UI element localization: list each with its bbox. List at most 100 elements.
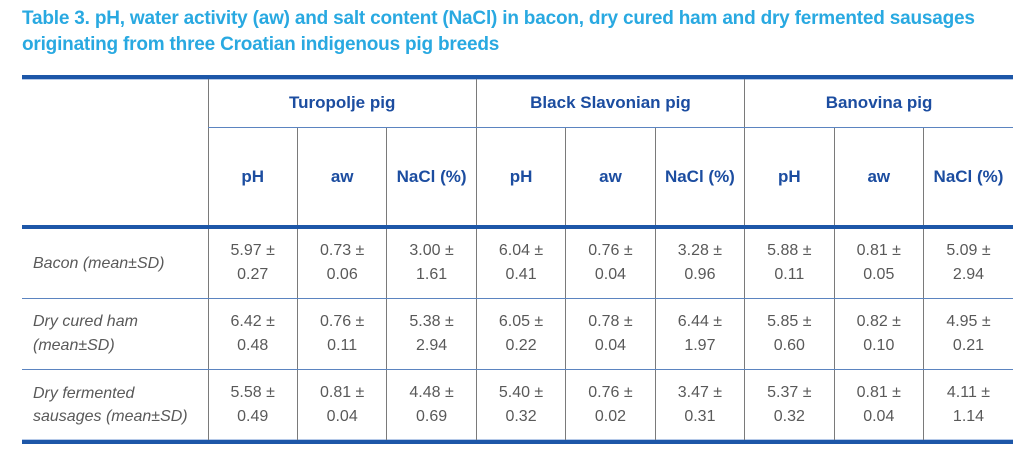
mean-line: 0.78 ±	[588, 312, 633, 330]
mean-line: 6.44 ±	[677, 312, 723, 330]
sd-line: 0.21	[952, 336, 985, 354]
value-cell: 4.11 ± 1.14	[923, 369, 1013, 440]
measure-header: NaCl (%)	[923, 127, 1013, 229]
mean-line: 0.82 ±	[856, 312, 901, 330]
measure-header: aw	[565, 127, 656, 229]
row-label: Dry cured ham (mean±SD)	[22, 298, 208, 370]
value-cell: 6.42 ± 0.48	[207, 298, 298, 370]
value-cell: 5.40 ± 0.32	[475, 369, 566, 440]
breed-group-header: Banovina pig	[744, 79, 1013, 128]
value-cell: 0.81 ± 0.04	[296, 369, 387, 440]
value-cell: 4.95 ± 0.21	[923, 298, 1013, 370]
table-row: Dry cured ham (mean±SD) 6.42 ±0.48 0.76 ±0…	[22, 298, 1013, 370]
value-cell: 0.76 ± 0.04	[565, 227, 656, 299]
value-cell: 5.88 ± 0.11	[744, 227, 835, 299]
sd-line: 0.06	[326, 266, 358, 284]
sd-line: 0.10	[863, 336, 895, 354]
table-body: Bacon (mean±SD) 5.97 ± 0.27 0.73 ± 0.06 3.00 …	[22, 227, 1013, 440]
sd-line: 1.97	[684, 336, 716, 354]
row-label: Dry fermented sausages (mean±SD)	[33, 384, 188, 425]
mean-line: 0.81 ±	[856, 242, 901, 260]
sd-line: 0.11	[327, 336, 358, 354]
value-cell: 5.97 ± 0.27	[207, 227, 298, 299]
mean-line: 0.76 ±	[588, 242, 633, 260]
table-row: Bacon (mean±SD) 5.97 ± 0.27 0.73 ± 0.06 3.00 …	[22, 227, 1013, 299]
sd-line: 0.05	[863, 266, 895, 284]
value-cell: 3.28 ± 0.96	[654, 227, 745, 299]
mean-line: 5.88 ±	[767, 242, 812, 260]
mean-line: 5.97 ±	[230, 242, 275, 260]
sd-line: 0.22	[505, 336, 537, 354]
sd-line: 0.60	[773, 336, 805, 354]
mean-line: 3.00 ±	[409, 242, 454, 260]
value-cell: 5.37 ± 0.32	[744, 369, 835, 440]
value-cell: 0.76 ± 0.11	[296, 298, 387, 370]
sd-line: 0.02	[594, 407, 627, 425]
measure-header: aw	[296, 127, 387, 229]
measure-header: pH	[475, 127, 566, 229]
value-cell: 5.38 ± 2.94	[386, 298, 477, 370]
sd-line: 0.96	[684, 266, 716, 284]
value-cell: 6.44 ± 1.97	[654, 298, 745, 370]
value-cell: 0.78 ± 0.04	[565, 298, 656, 370]
mean-line: 3.28 ±	[677, 242, 723, 260]
sd-line: 2.94	[952, 266, 985, 284]
table-caption: Table 3. pH, water activity (aw) and sal…	[22, 8, 975, 56]
table-header: Turopolje pig Black Slavonian pig Banovina…	[22, 79, 1013, 229]
value-cell: 3.00 ± 1.61	[386, 227, 477, 299]
measure-header-row: pH aw NaCl (%) pH aw NaCl (%) pH aw NaCl (%)	[22, 127, 1013, 229]
value-cell: 5.09 ± 2.94	[923, 227, 1013, 299]
data-table: Turopolje pig Black Slavonian pig Banovina…	[22, 79, 1013, 440]
mean-line: 6.42 ±	[230, 312, 275, 330]
sd-line: 0.04	[863, 407, 895, 425]
data-table-wrap: Turopolje pig Black Slavonian pig Banovina…	[22, 75, 1013, 444]
sd-line: 0.69	[416, 407, 448, 425]
corner-cell	[22, 79, 208, 128]
measure-header: pH	[207, 127, 298, 229]
row-label: Bacon (mean±SD)	[22, 227, 208, 299]
breed-group-header: Turopolje pig	[207, 79, 477, 128]
mean-line: 4.48 ±	[409, 383, 454, 401]
mean-line: 0.76 ±	[588, 383, 633, 401]
sd-line: 0.32	[773, 407, 805, 425]
mean-line: 6.05 ±	[498, 312, 544, 330]
value-cell: 6.05 ± 0.22	[475, 298, 566, 370]
measure-header: aw	[833, 127, 924, 229]
mean-line: 5.40 ±	[498, 383, 544, 401]
mean-line: 0.76 ±	[319, 312, 365, 330]
sd-line: 0.41	[505, 266, 537, 284]
breed-header-row: Turopolje pig Black Slavonian pig Banovina…	[22, 79, 1013, 128]
measure-header: NaCl (%)	[654, 127, 745, 229]
value-cell: 0.73 ± 0.06	[296, 227, 387, 299]
value-cell: 0.81 ± 0.05	[833, 227, 924, 299]
value-cell: 4.48 ± 0.69	[386, 369, 477, 440]
mean-line: 0.81 ±	[856, 383, 901, 401]
mean-line: 0.73 ±	[319, 242, 365, 260]
value-cell: 0.82 ± 0.10	[833, 298, 924, 370]
sd-line: 0.04	[594, 266, 627, 284]
mean-line: 0.81 ±	[319, 383, 365, 401]
value-cell: 0.76 ± 0.02	[565, 369, 656, 440]
value-cell: 6.04 ± 0.41	[475, 227, 566, 299]
value-cell: 5.58 ± 0.49	[207, 369, 298, 440]
mean-line: 5.85 ±	[767, 312, 812, 330]
mean-line: 5.09 ±	[946, 242, 991, 260]
sd-line: 0.32	[505, 407, 537, 425]
sd-line: 0.11	[774, 266, 805, 284]
mean-line: 5.37 ±	[767, 383, 812, 401]
mean-line: 5.58 ±	[230, 383, 275, 401]
mean-line: 6.04 ±	[498, 242, 544, 260]
value-cell: 3.47 ± 0.31	[654, 369, 745, 440]
mean-line: 3.47 ±	[677, 383, 723, 401]
sd-line: 0.49	[237, 407, 269, 425]
mean-line: 5.38 ±	[409, 312, 454, 330]
measure-header: NaCl (%)	[386, 127, 477, 229]
sd-line: 0.27	[237, 266, 269, 284]
value-cell: 0.81 ± 0.04	[833, 369, 924, 440]
sd-line: 0.04	[594, 336, 627, 354]
sd-line: 2.94	[416, 336, 448, 354]
table-row: Dry fermented sausages (mean±SD) 5.58 ± 0.…	[22, 369, 1013, 440]
measure-header: pH	[744, 127, 835, 229]
breed-group-header: Black Slavonian pig	[475, 79, 745, 128]
